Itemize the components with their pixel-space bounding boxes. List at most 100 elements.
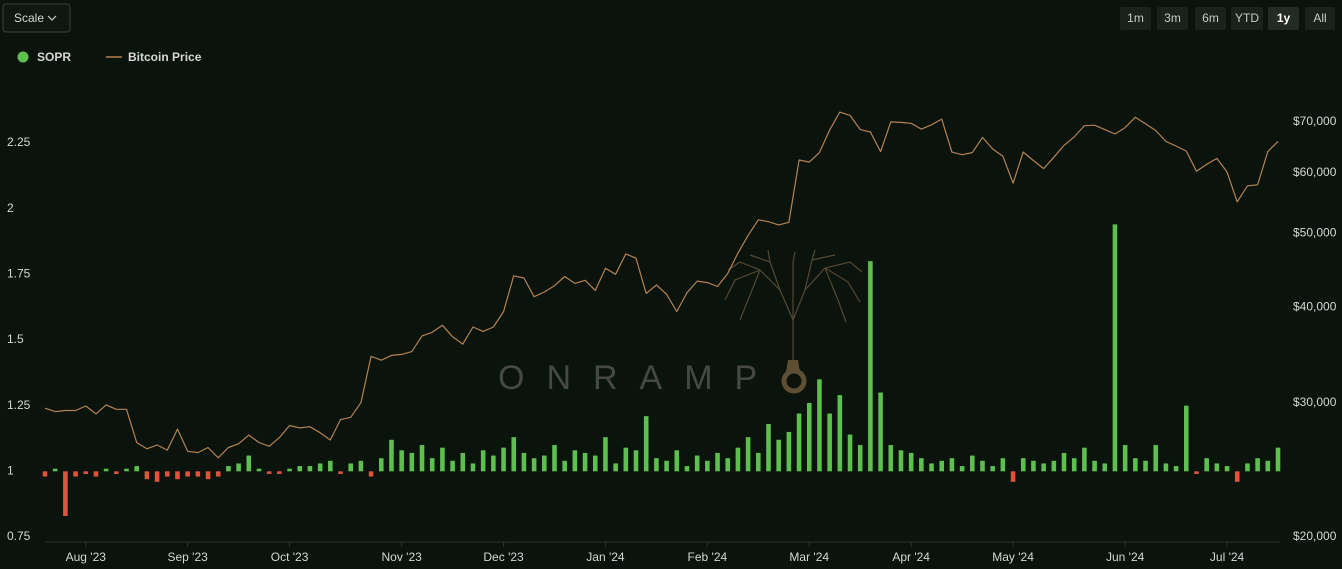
range-button[interactable] [1195,7,1226,30]
bar [1082,447,1087,472]
bar [1010,471,1016,482]
bar [440,447,445,472]
bar [980,460,985,472]
range-button[interactable] [1157,7,1188,30]
bar [898,450,904,472]
bar [215,471,221,477]
bar [236,463,241,472]
bar [796,413,802,472]
bar [1020,458,1026,472]
bar [766,424,771,472]
bar [674,450,680,472]
bar [1122,445,1128,472]
bar [1143,460,1148,472]
bar [1265,460,1271,472]
x-tick-label: Aug '23 [66,550,107,564]
bar [613,463,618,472]
bar [83,471,89,474]
tree-ring [781,368,807,394]
bar [93,471,99,477]
bar [144,471,150,480]
bar [246,455,252,472]
bar [745,437,751,472]
bar [307,466,313,472]
bar [429,458,435,472]
bar [1204,458,1209,472]
bar [287,468,292,472]
bar [114,471,119,474]
range-label[interactable]: YTD [1235,11,1259,25]
bar [480,450,486,472]
bar [338,471,343,474]
range-button[interactable] [1231,7,1263,30]
bar [358,460,364,472]
range-button[interactable] [1120,7,1151,30]
legend: SOPR Bitcoin Price [17,50,202,64]
bar [633,450,639,472]
x-tick-label: Mar '24 [789,550,829,564]
bar [1255,458,1260,472]
bar [735,447,741,472]
bar [399,450,404,472]
bar [643,416,649,472]
range-button[interactable] [1305,7,1335,30]
bar [185,471,190,477]
scale-control[interactable]: Scale [2,3,71,33]
bar [1245,463,1250,472]
x-tick-label: Dec '23 [483,550,524,564]
legend-label: SOPR [37,50,71,64]
range-buttons: 1m 3m 6m YTD 1y All [1120,7,1335,30]
y-tick-label: 1 [7,463,14,477]
bar [1051,460,1057,472]
bar [837,395,843,472]
range-label[interactable]: 1m [1127,11,1144,25]
x-tick-label: Feb '24 [688,550,728,564]
bar [470,463,476,472]
bar [1031,460,1036,472]
x-tick-label: Apr '24 [892,550,930,564]
bar [929,463,934,472]
bar [970,455,975,472]
bar [919,458,924,472]
y-tick-label: 0.75 [7,529,31,543]
bar [1153,445,1159,472]
bar [1102,463,1108,472]
x-tick-label: Nov '23 [381,550,422,564]
scale-button[interactable] [2,3,71,33]
range-label[interactable]: 1y [1277,11,1291,25]
bar [1000,458,1006,472]
bar [1214,463,1220,472]
range-label[interactable]: 3m [1164,11,1181,25]
bar [654,458,659,472]
bar [990,466,995,472]
plot-area: 0.75 1 1.25 1.5 1.75 2 2.25 $20,000 $30,000 $40,0… [7,111,1337,564]
y-tick-label: 1.5 [7,332,24,346]
tree-branches [724,249,863,360]
bar [817,379,822,472]
x-tick-label: Jan '24 [586,550,625,564]
x-tick-label: May '24 [992,550,1034,564]
bar [389,439,394,472]
bar [419,445,425,472]
bar [317,463,323,472]
y-tick-label: 2.25 [7,135,31,149]
y2-tick-label: $60,000 [1293,165,1337,179]
x-tick-label: Sep '23 [167,550,208,564]
bar [1133,458,1138,472]
range-label[interactable]: All [1313,11,1326,25]
legend-label: Bitcoin Price [128,50,202,64]
range-label[interactable]: 6m [1202,11,1219,25]
bar [103,468,109,472]
bar [328,460,333,472]
dropdown-icon [47,15,57,21]
bar [1234,471,1240,482]
bar [1041,463,1046,472]
range-button[interactable] [1268,7,1299,30]
bar [256,468,262,472]
bar [1194,471,1199,474]
bar [491,455,496,472]
bar [939,460,945,472]
bar [878,392,883,472]
